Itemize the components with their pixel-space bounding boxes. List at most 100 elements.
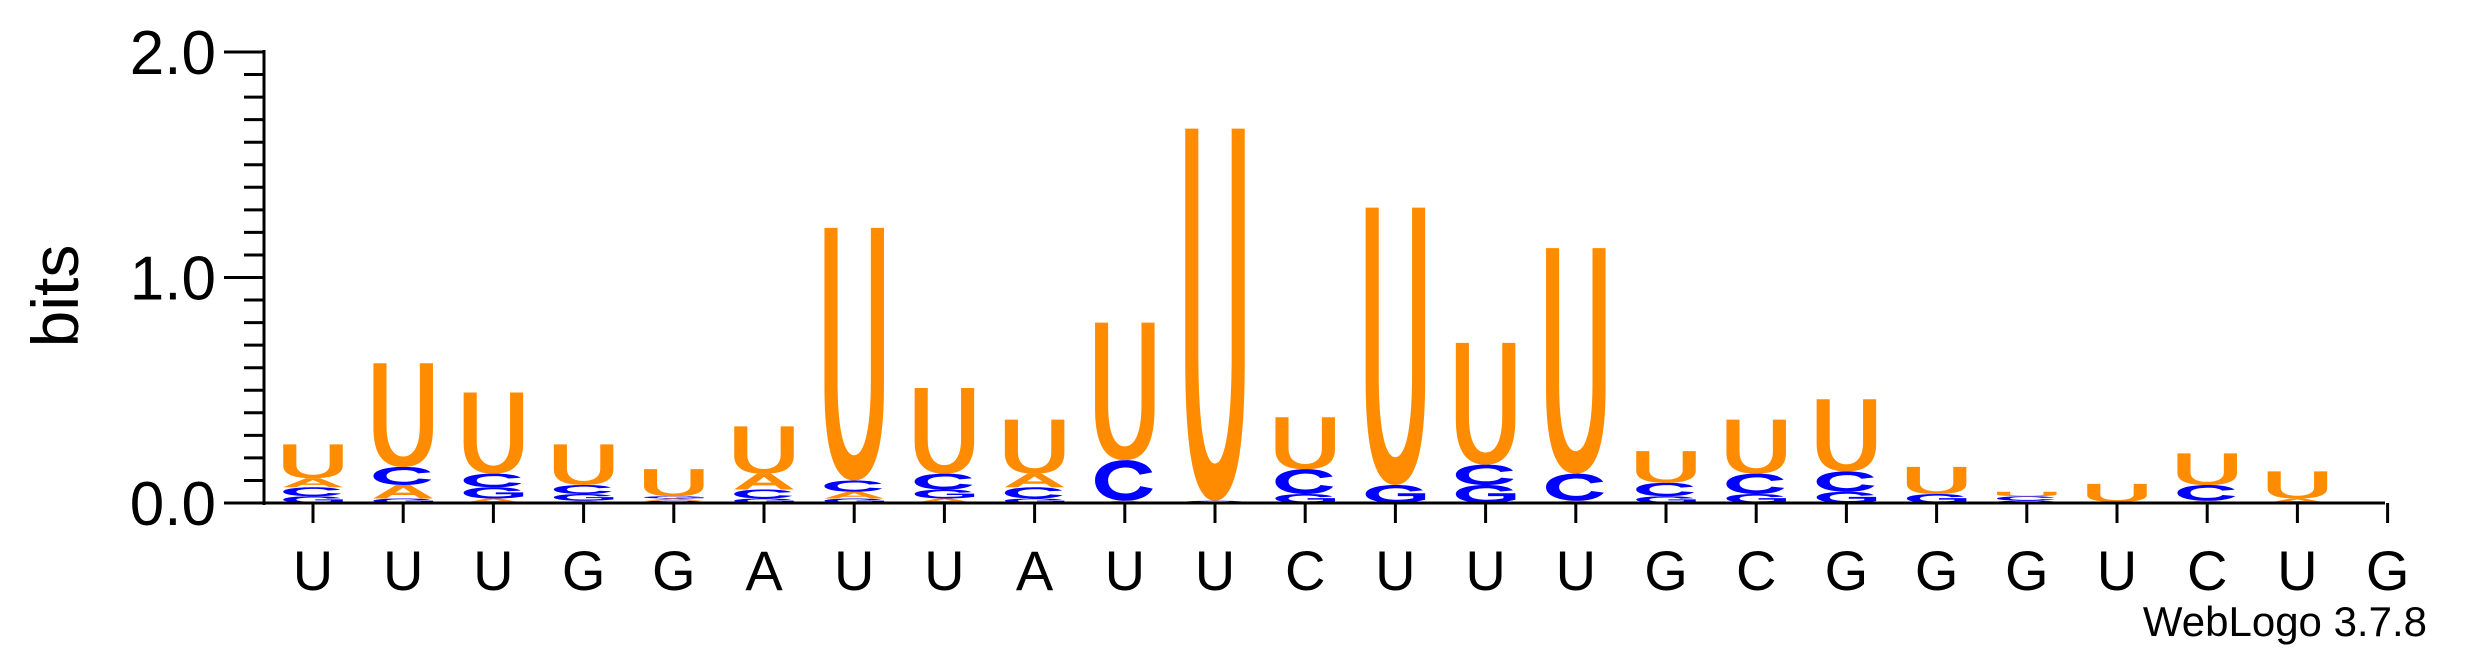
position-stack: [2087, 483, 2147, 503]
logo-letter-C: [1455, 464, 1514, 485]
logo-letter-C: [914, 473, 973, 490]
position-stack: [734, 426, 794, 503]
x-tick-label: U: [1375, 539, 1415, 602]
x-tick-label: U: [293, 539, 333, 602]
logo-letter-U: [824, 227, 884, 481]
y-axis-label: bits: [18, 245, 92, 348]
logo-letter-A: [824, 491, 884, 499]
x-tick-label: U: [1465, 539, 1505, 602]
x-tick-label: C: [1736, 539, 1776, 602]
logo-letter-U: [1906, 466, 1967, 494]
position-stack: [1365, 207, 1426, 503]
logo-letter-U: [463, 392, 524, 474]
logo-letter-U: [1997, 491, 2057, 497]
logo-letter-A: [373, 484, 433, 499]
logo-letter-U: [1726, 419, 1786, 474]
logo-letter-U: [914, 387, 975, 474]
logo-letter-U: [1365, 207, 1426, 485]
position-stack: [1816, 399, 1877, 503]
position-stack: [373, 363, 433, 503]
x-tick-label: G: [2366, 539, 2410, 602]
logo-letter-U: [1546, 248, 1606, 474]
logo-letter-U: [1185, 128, 1245, 501]
x-tick-label: U: [2277, 539, 2317, 602]
logo-letter-G: [283, 496, 343, 503]
logo-letter-C: [1004, 487, 1063, 499]
logo-letter-G: [1636, 496, 1696, 503]
position-stack: [824, 227, 884, 503]
logo-letter-U: [553, 444, 614, 485]
logo-letter-G: [1275, 493, 1335, 503]
position-stack: [1004, 419, 1065, 503]
logo-letter-G: [1365, 484, 1426, 503]
x-tick-label: U: [1105, 539, 1145, 602]
position-stack: [463, 392, 524, 503]
position-stack: [283, 444, 343, 503]
logo-letter-U: [734, 426, 794, 474]
position-stack: [1455, 342, 1516, 503]
logo-letter-C: [1546, 473, 1604, 501]
position-stack: [1275, 417, 1335, 503]
logo-letter-C: [1095, 460, 1153, 501]
logo-letter-C: [1816, 471, 1875, 492]
logo-letter-G: [914, 489, 975, 499]
position-stack: [553, 444, 614, 503]
x-tick-label: A: [745, 539, 783, 602]
x-tick-label: G: [1644, 539, 1688, 602]
position-stack: [2267, 471, 2328, 503]
logo-letter-G: [1726, 493, 1786, 503]
credit-label: WebLogo 3.7.8: [2143, 598, 2427, 645]
logo-letter-C: [824, 480, 883, 492]
logo-letter-C: [1636, 482, 1694, 497]
logo-letter-G: [644, 496, 704, 499]
logo-letter-C: [1997, 496, 2055, 501]
logo-letter-C: [283, 487, 341, 497]
x-tick-label: G: [562, 539, 606, 602]
logo-letter-G: [1906, 493, 1967, 503]
x-tick-label: G: [2005, 539, 2049, 602]
logo-letter-A: [283, 478, 343, 488]
logo-letter-A: [1004, 473, 1065, 488]
x-tick-label: A: [1016, 539, 1054, 602]
logo-letter-C: [553, 484, 612, 494]
position-stack: [1185, 128, 1245, 503]
logo-letter-A: [734, 473, 794, 490]
x-tick-label: G: [652, 539, 696, 602]
logo-letter-C: [373, 466, 432, 485]
logo-letter-G: [553, 493, 614, 501]
logo-letter-U: [1455, 342, 1516, 465]
x-tick-label: U: [834, 539, 874, 602]
y-tick-label: 2.0: [130, 19, 216, 88]
x-tick-label: C: [1285, 539, 1325, 602]
logo-letter-U: [644, 469, 704, 497]
position-stack: [914, 387, 975, 503]
logo-letter-U: [1816, 399, 1877, 472]
position-stack: [1997, 491, 2057, 503]
logo-letter-U: [1095, 322, 1155, 461]
logo-letter-G: [463, 487, 524, 499]
logo-letter-U: [1275, 417, 1335, 470]
logo-letter-C: [734, 489, 792, 499]
position-stack: [1546, 248, 1606, 503]
x-tick-label: U: [383, 539, 423, 602]
x-tick-label: U: [2097, 539, 2137, 602]
logo-letter-C: [463, 473, 522, 488]
x-tick-label: G: [1825, 539, 1869, 602]
position-stack: [644, 469, 704, 503]
logo-letter-G: [1816, 491, 1877, 503]
position-stack: [1906, 466, 1967, 503]
logo-letter-C: [1275, 469, 1334, 494]
letter-stacks: [283, 128, 2328, 503]
position-stack: [1636, 451, 1696, 503]
y-tick-label: 0.0: [130, 470, 216, 539]
position-stack: [1095, 322, 1155, 503]
y-axis: 0.0 1.0 2.0: [130, 19, 266, 539]
x-tick-label: U: [473, 539, 513, 602]
x-tick-label: U: [1195, 539, 1235, 602]
logo-letter-U: [1636, 451, 1696, 483]
logo-letter-U: [1004, 419, 1065, 474]
logo-letter-U: [2267, 471, 2328, 499]
logo-letter-U: [2177, 453, 2237, 485]
